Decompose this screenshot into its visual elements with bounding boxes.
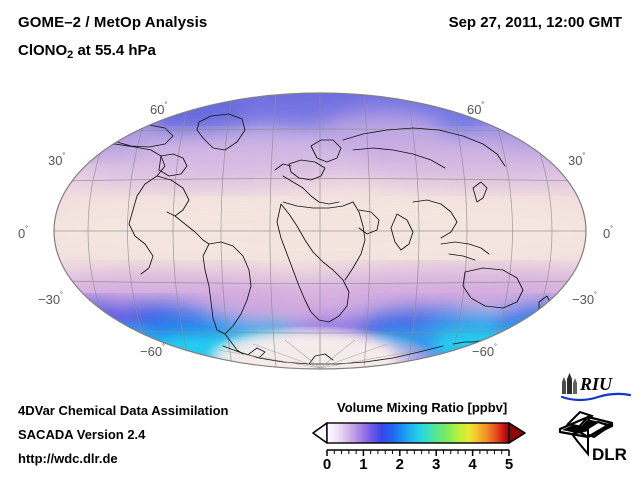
lat-label-right-30: 30˚ <box>568 152 586 168</box>
timestamp: Sep 27, 2011, 12:00 GMT <box>448 14 622 31</box>
dlr-logo: DLR <box>558 410 634 472</box>
lat-label-right-m60: −60˚ <box>472 343 498 359</box>
colorbar-axis <box>326 449 510 456</box>
footer-method: 4DVar Chemical Data Assimilation <box>18 403 229 418</box>
map-data-layer <box>54 93 586 369</box>
colorbar-gradient <box>326 422 510 444</box>
lat-label-left-m60: −60˚ <box>140 343 166 359</box>
species-level: at 55.4 hPa <box>73 42 156 59</box>
lat-label-left-30: 30˚ <box>48 152 66 168</box>
footer-url[interactable]: http://wdc.dlr.de <box>18 451 118 466</box>
colorbar-tick-1: 1 <box>359 456 367 471</box>
lat-label-right-m30: −30˚ <box>572 291 598 307</box>
riu-swoosh-icon <box>560 392 632 402</box>
footer-version: SACADA Version 2.4 <box>18 427 146 442</box>
species-name: ClONO <box>18 42 68 59</box>
lat-label-left-60: 60˚ <box>150 101 168 117</box>
colorbar-tick-labels: 0 1 2 3 4 5 <box>323 456 513 471</box>
colorbar-tick-2: 2 <box>396 456 404 471</box>
species-title: ClONO2 at 55.4 hPa <box>18 42 156 61</box>
vortex-core <box>213 332 393 369</box>
colorbar-low-cap <box>312 422 328 444</box>
mollweide-map-svg <box>53 92 587 370</box>
lat-label-left-m30: −30˚ <box>38 291 64 307</box>
world-map <box>53 92 587 370</box>
colorbar-tick-5: 5 <box>505 456 513 471</box>
colorbar-tick-3: 3 <box>432 456 440 471</box>
dlr-logo-text: DLR <box>592 445 627 464</box>
colorbar-svg: 0 1 2 3 4 5 <box>312 422 526 471</box>
graticule <box>54 93 586 369</box>
dlr-logo-svg: DLR <box>558 410 627 464</box>
colorbar-tick-0: 0 <box>323 456 331 471</box>
colorbar-title: Volume Mixing Ratio [ppbv] <box>337 400 508 415</box>
colorbar-tick-4: 4 <box>468 456 477 471</box>
lat-label-right-0: 0˚ <box>603 225 614 241</box>
page-title: GOME–2 / MetOp Analysis <box>18 14 208 31</box>
riu-logo-text: RIU <box>579 374 613 394</box>
colorbar: 0 1 2 3 4 5 <box>311 421 539 471</box>
lat-label-right-60: 60˚ <box>467 101 485 117</box>
polar-graticule <box>218 336 422 369</box>
riu-logo-svg: RIU <box>560 373 632 402</box>
riu-logo: RIU <box>560 372 632 402</box>
dlr-mark-icon <box>558 410 614 457</box>
species-subscript: 2 <box>67 49 74 61</box>
coastlines <box>98 113 562 365</box>
lat-label-left-0: 0˚ <box>18 225 29 241</box>
riu-towers-icon <box>562 373 577 394</box>
colorbar-high-cap <box>508 422 526 444</box>
globe-outline <box>53 92 587 370</box>
